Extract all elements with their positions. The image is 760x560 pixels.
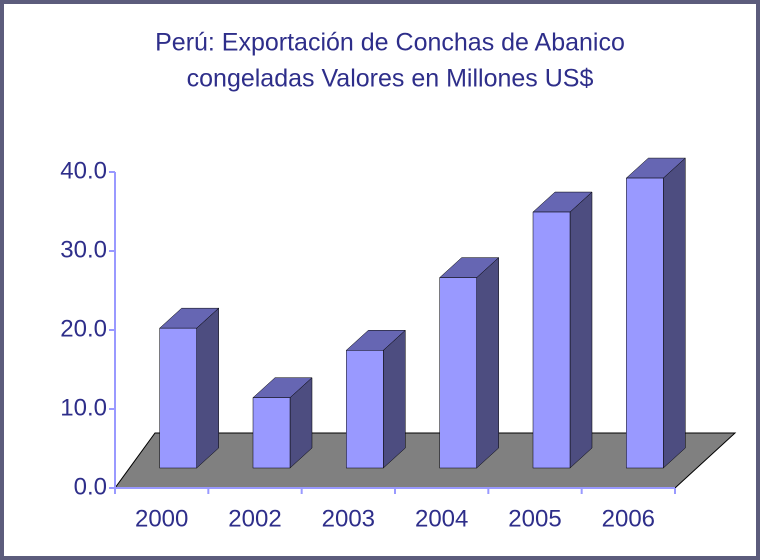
y-tick-label: 40.0 [60, 157, 107, 184]
y-tick-label: 10.0 [60, 394, 107, 421]
bar-side [383, 329, 406, 469]
bar [346, 350, 384, 469]
bar [439, 277, 477, 469]
x-tick-label: 2000 [135, 505, 188, 532]
bar [252, 397, 291, 469]
bar [159, 327, 197, 469]
x-tick-label: 2005 [508, 505, 561, 532]
chart-title: Perú: Exportación de Conchas de Abanico [155, 29, 625, 57]
bar-side [569, 191, 593, 469]
x-tick-label: 2003 [322, 505, 375, 532]
x-tick-label: 2002 [228, 505, 281, 532]
chart-title: congeladas Valores en Millones US$ [187, 65, 594, 93]
y-tick-label: 30.0 [60, 236, 107, 263]
bar-side [196, 307, 219, 469]
bar [626, 177, 664, 469]
y-tick-label: 0.0 [74, 473, 107, 500]
bar-side [663, 157, 686, 469]
x-tick-label: 2004 [415, 505, 468, 532]
bar-side [476, 257, 499, 469]
x-tick-label: 2006 [602, 505, 655, 532]
bar [532, 211, 571, 469]
y-tick-label: 20.0 [60, 315, 107, 342]
